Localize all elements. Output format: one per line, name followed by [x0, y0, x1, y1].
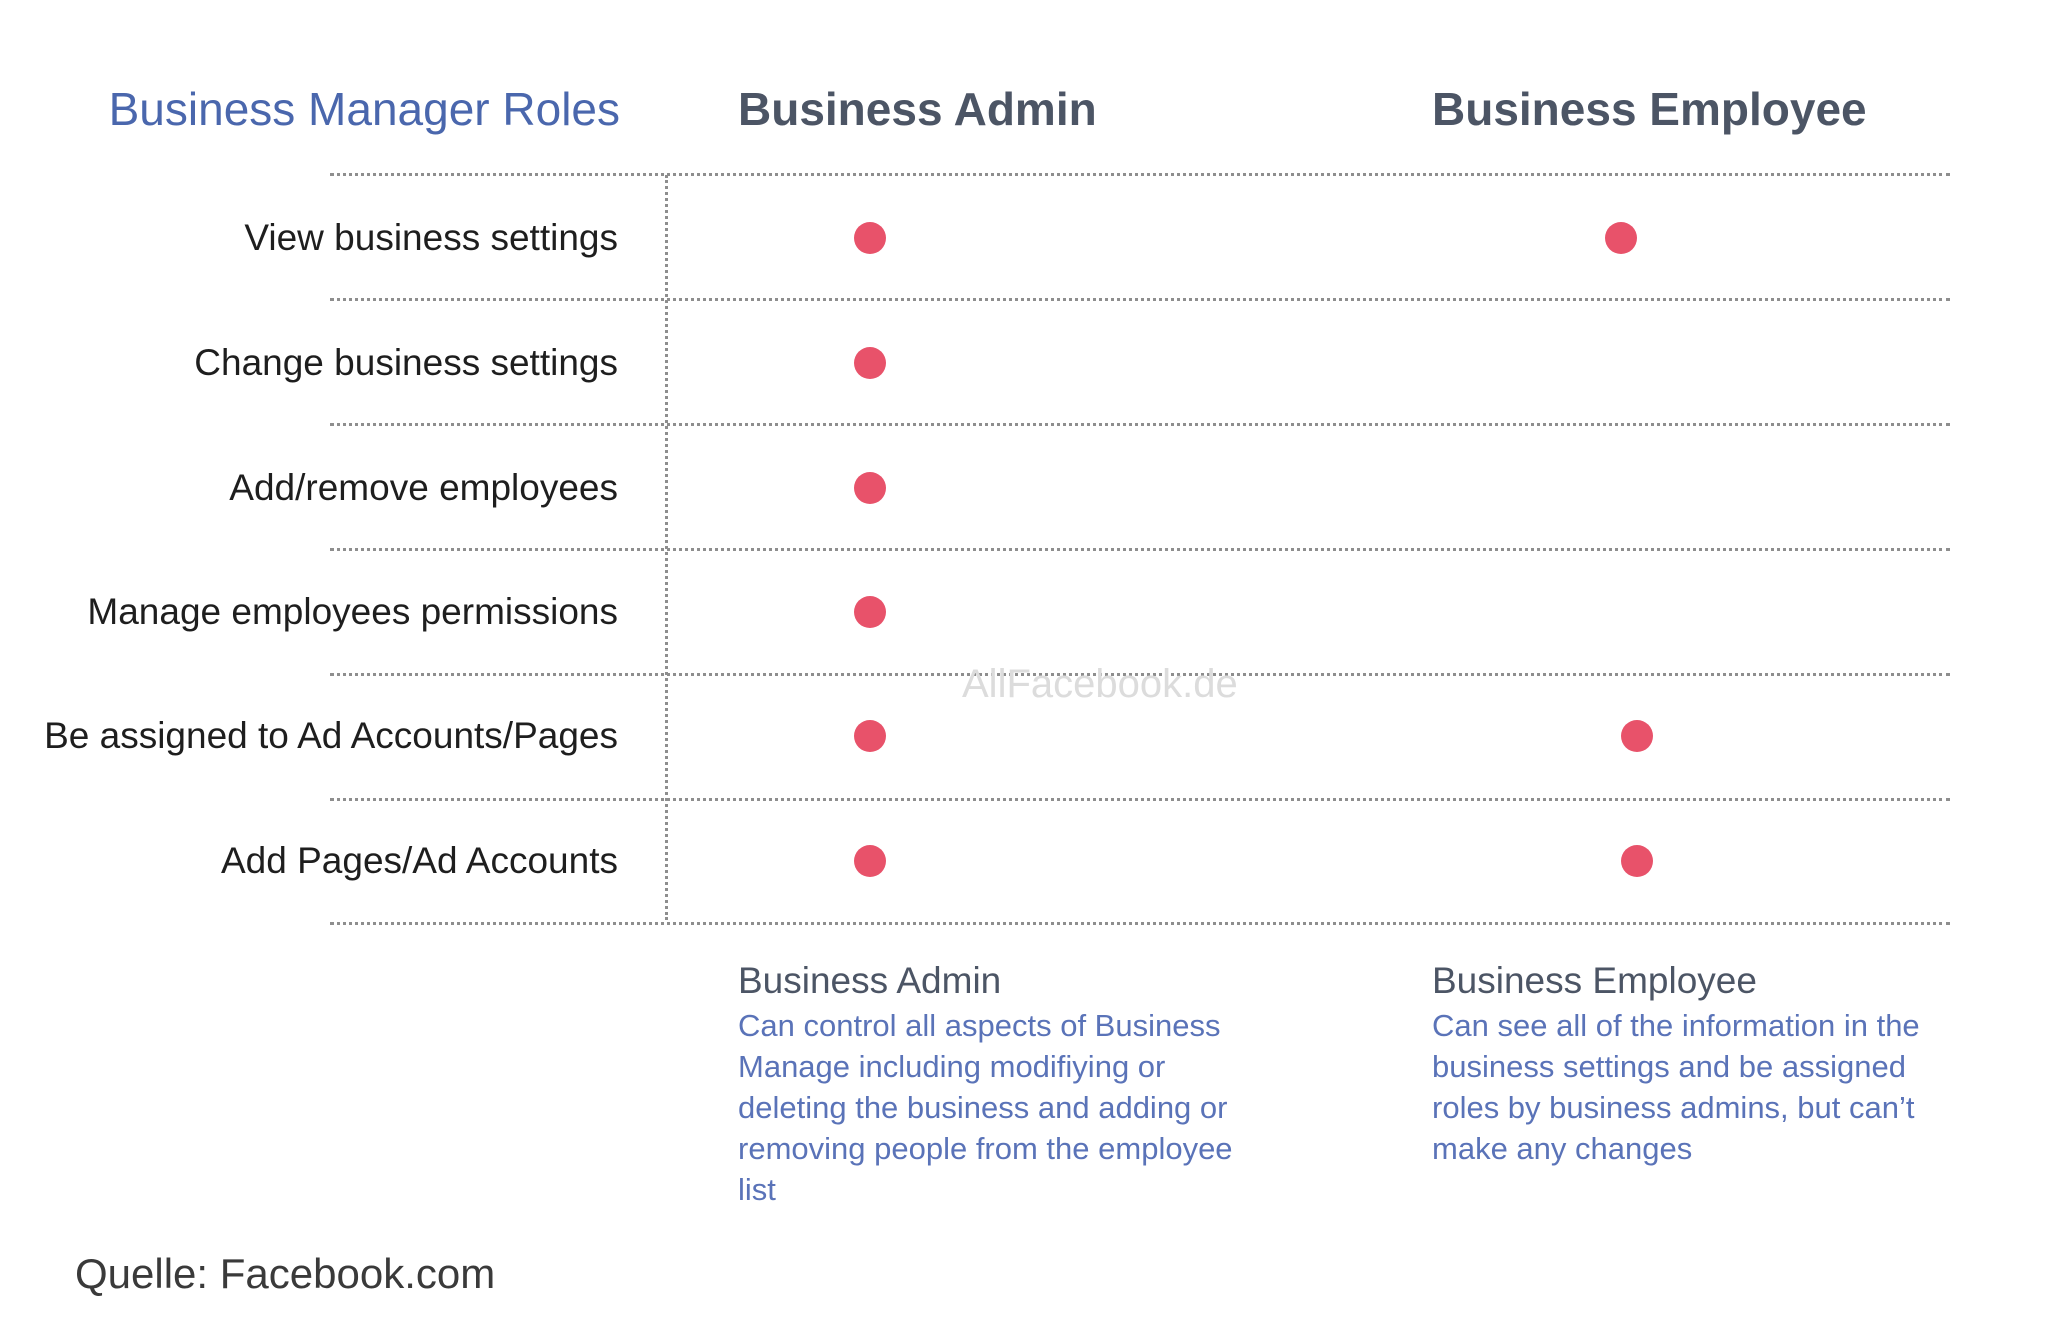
- employee-permission-dot: [1605, 222, 1637, 254]
- divider-line: [330, 798, 1950, 801]
- admin-permission-dot: [854, 472, 886, 504]
- employee-permission-dot: [1621, 845, 1653, 877]
- row-label: Be assigned to Ad Accounts/Pages: [44, 715, 618, 756]
- divider-line: [330, 673, 1950, 676]
- admin-permission-dot: [854, 222, 886, 254]
- roles-title: Business Manager Roles: [108, 83, 620, 135]
- admin-permission-dot: [854, 347, 886, 379]
- employee-permission-dot: [1621, 720, 1653, 752]
- employee-description-title: Business Employee: [1432, 960, 1757, 1001]
- row-label: View business settings: [244, 217, 618, 258]
- watermark: AllFacebook.de: [962, 662, 1238, 706]
- row-label: Change business settings: [194, 342, 618, 383]
- admin-permission-dot: [854, 596, 886, 628]
- admin-permission-dot: [854, 720, 886, 752]
- row-label: Add Pages/Ad Accounts: [221, 840, 618, 881]
- admin-permission-dot: [854, 845, 886, 877]
- divider-line: [330, 548, 1950, 551]
- admin-description-title: Business Admin: [738, 960, 1002, 1001]
- divider-line: [330, 173, 1950, 176]
- source-credit: Quelle: Facebook.com: [75, 1250, 496, 1297]
- divider-line: [330, 922, 1950, 925]
- divider-line: [330, 423, 1950, 426]
- row-label: Manage employees permissions: [87, 591, 618, 632]
- admin-description-body: Can control all aspects of Business Mana…: [738, 1008, 1233, 1207]
- employee-column-header: Business Employee: [1432, 83, 1867, 135]
- divider-line: [330, 298, 1950, 301]
- admin-column-header: Business Admin: [738, 83, 1097, 135]
- row-label: Add/remove employees: [229, 467, 618, 508]
- column-divider: [665, 175, 668, 920]
- employee-description-body: Can see all of the information in the bu…: [1432, 1008, 1920, 1166]
